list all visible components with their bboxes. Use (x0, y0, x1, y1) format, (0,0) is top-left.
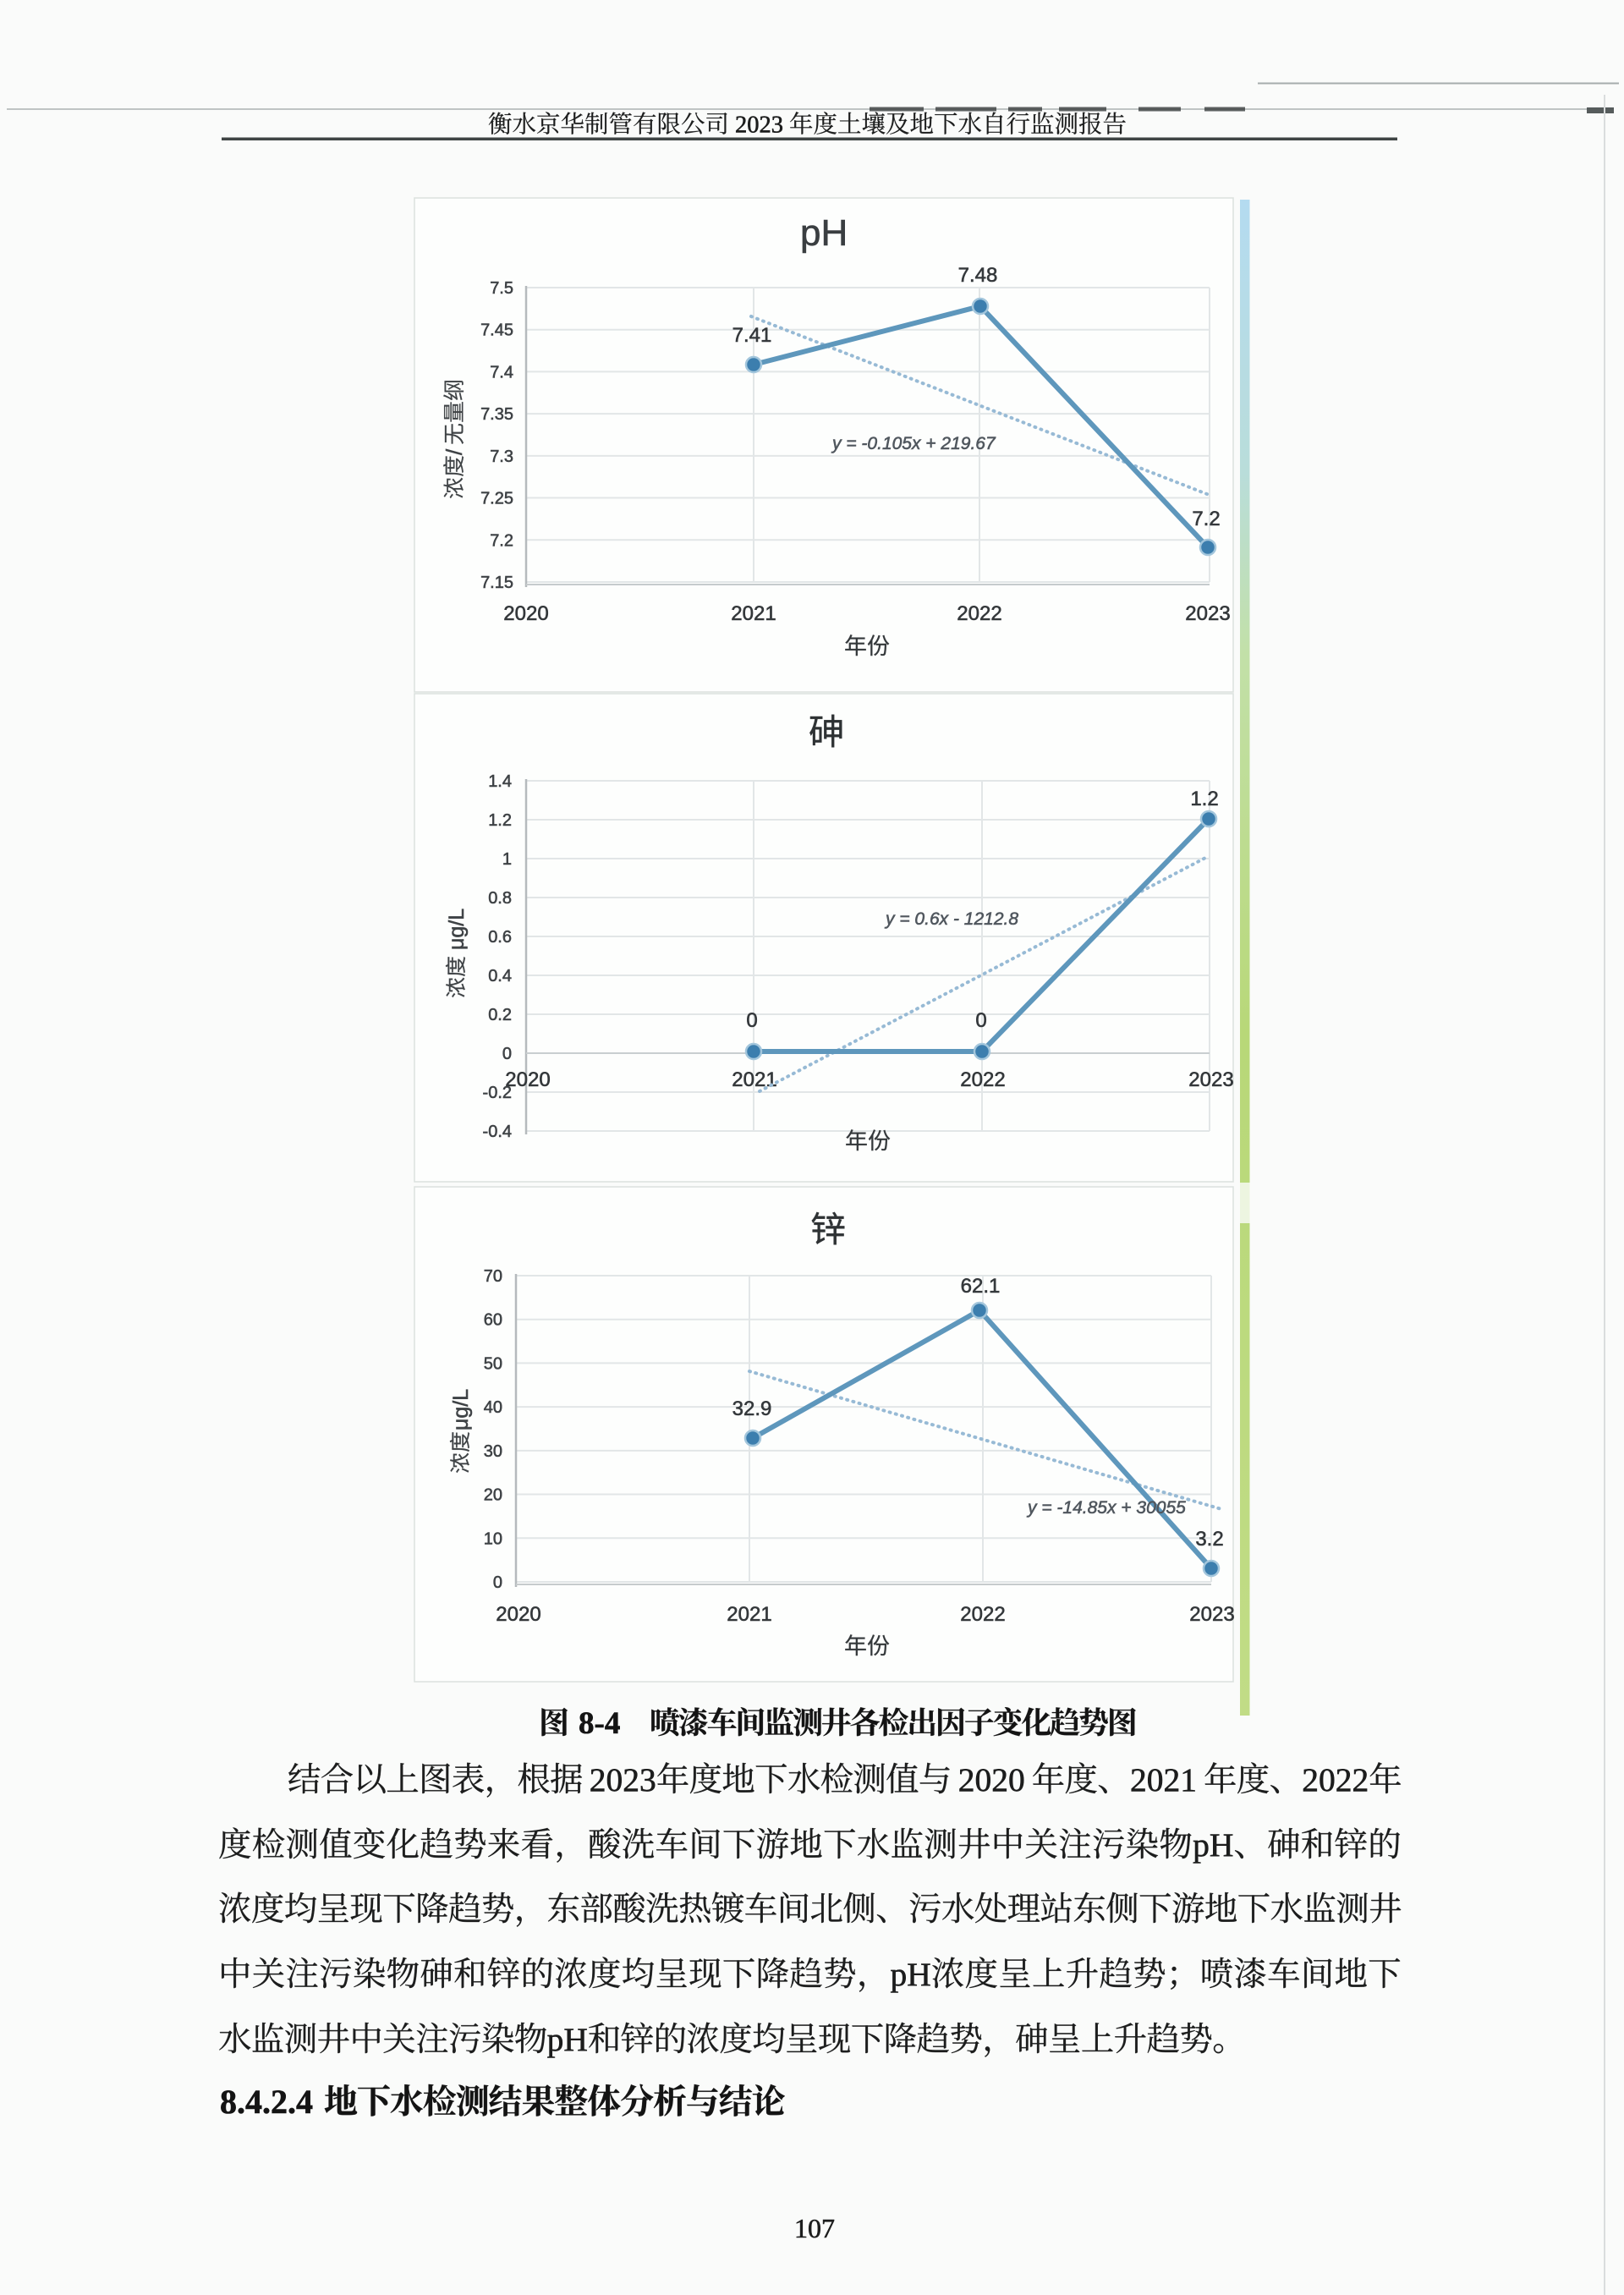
svg-text:μg/L: μg/L (449, 1389, 473, 1430)
svg-text:8-4: 8-4 (579, 1706, 620, 1741)
svg-text:2023: 2023 (590, 1761, 656, 1798)
svg-text:7.41: 7.41 (732, 324, 772, 347)
svg-text:40: 40 (484, 1398, 502, 1417)
svg-text:2021: 2021 (732, 1068, 776, 1091)
svg-text:2023: 2023 (1188, 1068, 1233, 1091)
svg-text:y = -14.85x + 30055: y = -14.85x + 30055 (1026, 1498, 1186, 1518)
svg-text:y = 0.6x - 1212.8: y = 0.6x - 1212.8 (884, 909, 1018, 929)
svg-text:-0.2: -0.2 (483, 1084, 512, 1102)
svg-text:0: 0 (746, 1009, 757, 1032)
svg-text:2022: 2022 (960, 1068, 1005, 1091)
svg-text:2021: 2021 (731, 602, 776, 625)
svg-text:2022: 2022 (957, 602, 1001, 625)
svg-text:7.5: 7.5 (490, 279, 513, 298)
svg-text:32.9: 32.9 (732, 1397, 772, 1420)
svg-text:20: 20 (484, 1486, 502, 1505)
svg-text:3.2: 3.2 (1195, 1528, 1223, 1551)
svg-text:pH: pH (1193, 1826, 1233, 1864)
svg-text:-0.4: -0.4 (483, 1123, 512, 1141)
svg-text:2020: 2020 (505, 1068, 550, 1091)
svg-text:2022: 2022 (1302, 1761, 1369, 1798)
svg-text:0.2: 0.2 (488, 1006, 512, 1024)
svg-text:7.4: 7.4 (490, 363, 513, 382)
svg-text:2023: 2023 (1185, 602, 1230, 625)
svg-text:pH: pH (891, 1956, 931, 1993)
svg-text:/: / (442, 448, 467, 455)
svg-text:0.8: 0.8 (488, 889, 512, 908)
svg-text:2021: 2021 (727, 1603, 771, 1626)
svg-text:7.2: 7.2 (1192, 508, 1220, 530)
svg-text:7.35: 7.35 (480, 405, 513, 424)
svg-text:y = -0.105x + 219.67: y = -0.105x + 219.67 (831, 434, 996, 453)
svg-text:2023: 2023 (1189, 1603, 1234, 1626)
svg-text:2021: 2021 (1130, 1761, 1197, 1798)
svg-text:7.15: 7.15 (480, 574, 513, 592)
svg-text:2020: 2020 (503, 602, 548, 625)
svg-text:7.25: 7.25 (480, 490, 513, 508)
svg-text:1.2: 1.2 (488, 811, 512, 830)
svg-text:0: 0 (975, 1009, 986, 1032)
svg-text:50: 50 (484, 1354, 502, 1373)
svg-text:1.2: 1.2 (1190, 788, 1218, 810)
svg-text:0.4: 0.4 (488, 967, 512, 986)
svg-text:0.6: 0.6 (488, 928, 512, 947)
svg-text:107: 107 (794, 2213, 835, 2243)
svg-text:μg/L: μg/L (445, 909, 469, 950)
svg-text:2023: 2023 (735, 113, 783, 139)
svg-text:30: 30 (484, 1442, 502, 1461)
svg-text:8.4.2.4: 8.4.2.4 (220, 2083, 313, 2121)
svg-text:2020: 2020 (496, 1603, 540, 1626)
svg-text:62.1: 62.1 (961, 1275, 1001, 1298)
svg-text:7.48: 7.48 (958, 264, 998, 287)
svg-text:pH: pH (800, 212, 848, 254)
svg-text:1.4: 1.4 (488, 772, 512, 791)
svg-text:7.2: 7.2 (490, 531, 513, 550)
svg-text:10: 10 (484, 1529, 502, 1548)
svg-text:2022: 2022 (960, 1603, 1005, 1626)
svg-text:0: 0 (493, 1573, 502, 1592)
svg-text:pH: pH (547, 2021, 588, 2058)
svg-text:70: 70 (484, 1267, 502, 1286)
svg-text:60: 60 (484, 1311, 502, 1330)
svg-text:1: 1 (502, 850, 512, 869)
svg-text:0: 0 (502, 1045, 512, 1063)
svg-text:2020: 2020 (958, 1761, 1025, 1798)
svg-text:7.3: 7.3 (490, 447, 513, 466)
svg-text:7.45: 7.45 (480, 321, 513, 340)
